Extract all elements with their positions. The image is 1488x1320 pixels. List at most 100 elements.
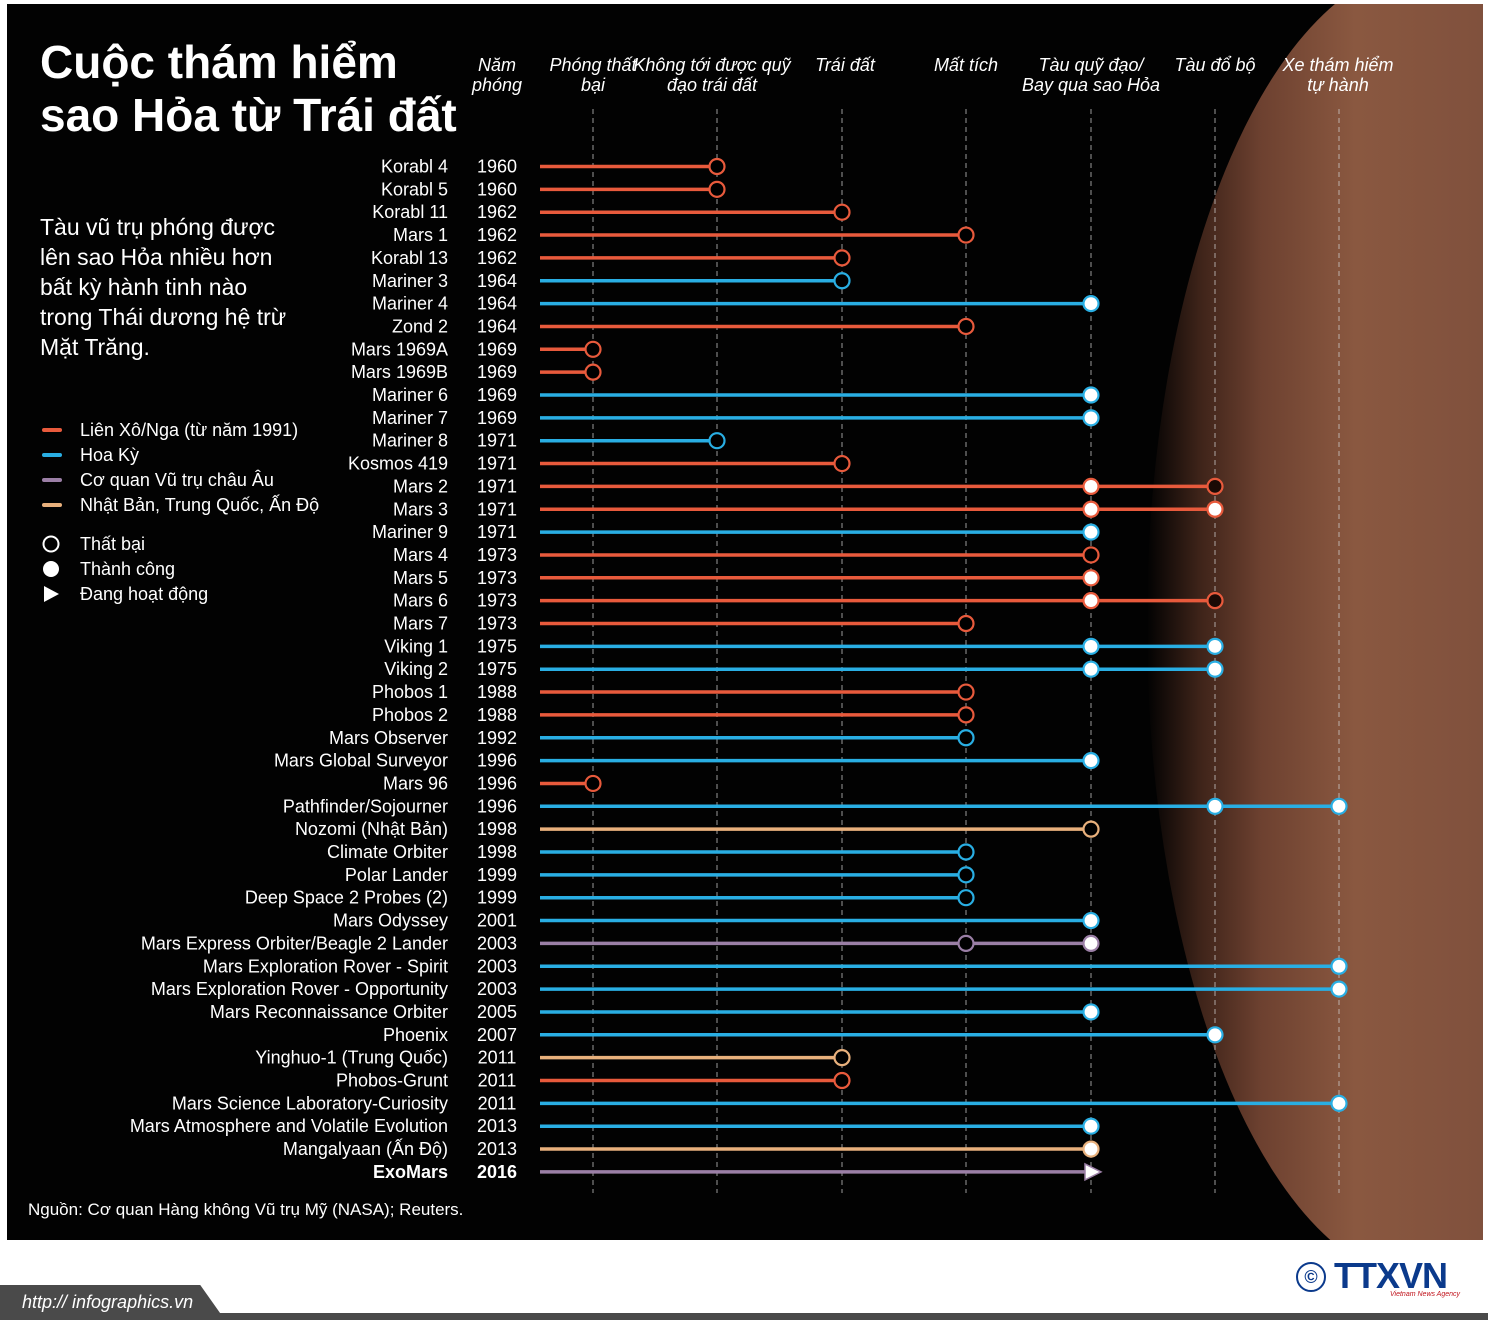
mission-year-mars-1: 1962 <box>477 225 517 245</box>
mission-name-mars-1: Mars 1 <box>393 225 448 245</box>
legend-label-usa: Hoa Kỳ <box>80 445 140 465</box>
mission-year-nozomi-nh-t-b-n: 1998 <box>477 819 517 839</box>
legend-swatch-usa <box>42 453 62 457</box>
mission-year-climate-orbiter: 1998 <box>477 842 517 862</box>
mission-name-mars-exploration-rover-opportunity: Mars Exploration Rover - Opportunity <box>151 979 448 999</box>
mission-year-mars-3: 1971 <box>477 499 517 519</box>
mission-year-mars-7: 1973 <box>477 614 517 634</box>
mission-name-mars-6: Mars 6 <box>393 591 448 611</box>
marker-mars-1969a-stage-1 <box>584 340 602 358</box>
marker-mars-1-stage-4 <box>957 226 975 244</box>
mission-name-deep-space-2-probes-2: Deep Space 2 Probes (2) <box>245 888 448 908</box>
header-stage-6: Tàu đổ bộ <box>1174 55 1255 75</box>
mission-name-korabl-11: Korabl 11 <box>372 202 448 222</box>
mission-year-korabl-11: 1962 <box>477 202 517 222</box>
header-stage-1: bại <box>581 75 606 95</box>
marker-viking-1-stage-5 <box>1082 637 1100 655</box>
marker-mars-96-stage-1 <box>584 774 602 793</box>
marker-kosmos-419-stage-3 <box>833 454 851 473</box>
mission-name-mariner-6: Mariner 6 <box>372 385 448 405</box>
marker-yinghuo-1-trung-qu-c-stage-3 <box>833 1049 851 1067</box>
marker-mars-observer-stage-4 <box>957 729 975 747</box>
mission-year-mars-4: 1973 <box>477 545 517 565</box>
marker-viking-1-stage-6 <box>1206 637 1224 655</box>
marker-mars-2-stage-6 <box>1206 477 1224 495</box>
mission-name-phoenix: Phoenix <box>383 1025 448 1045</box>
mission-year-exomars: 2016 <box>477 1162 517 1182</box>
mission-year-mars-exploration-rover-opportunity: 2003 <box>477 979 517 999</box>
mission-year-yinghuo-1-trung-qu-c: 2011 <box>478 1048 517 1068</box>
mission-year-mars-express-orbiter-beagle-2-lander: 2003 <box>477 933 517 953</box>
marker-mars-3-stage-6 <box>1206 500 1224 518</box>
header-stage-2: Không tới được quỹ <box>633 55 791 75</box>
marker-mariner-9-stage-5 <box>1082 523 1100 541</box>
legend-label-asia: Nhật Bản, Trung Quốc, Ấn Độ <box>80 495 320 515</box>
mission-year-korabl-5: 1960 <box>477 179 517 199</box>
mission-year-mars-6: 1973 <box>477 591 517 611</box>
marker-nozomi-nh-t-b-n-stage-5 <box>1082 820 1100 838</box>
marker-mars-reconnaissance-orbiter-stage-5 <box>1082 1003 1100 1021</box>
mission-name-exomars: ExoMars <box>373 1162 448 1182</box>
mission-year-mariner-8: 1971 <box>477 431 517 451</box>
marker-phobos-1-stage-4 <box>957 683 975 701</box>
marker-pathfinder-sojourner-stage-6 <box>1206 797 1224 815</box>
marker-polar-lander-stage-4 <box>957 866 975 884</box>
mission-name-mars-2: Mars 2 <box>393 476 448 496</box>
source-note: Nguồn: Cơ quan Hàng không Vũ trụ Mỹ (NAS… <box>28 1200 464 1219</box>
mission-name-yinghuo-1-trung-qu-c: Yinghuo-1 (Trung Quốc) <box>255 1048 448 1068</box>
mission-name-mars-96: Mars 96 <box>383 773 448 793</box>
mission-year-zond-2: 1964 <box>477 316 517 336</box>
site-url-link[interactable]: http:// infographics.vn <box>22 1292 194 1312</box>
header-stage-1: Phóng thất <box>549 55 637 75</box>
marker-mars-5-stage-5 <box>1082 569 1100 587</box>
fail-circle-icon <box>42 535 60 553</box>
page-subtitle: Tàu vũ trụ phóng được lên sao Hỏa nhiều … <box>40 214 287 360</box>
marker-korabl-4-stage-2 <box>708 157 726 176</box>
mission-year-mars-exploration-rover-spirit: 2003 <box>477 956 517 976</box>
mission-name-nozomi-nh-t-b-n: Nozomi (Nhật Bản) <box>295 819 448 839</box>
marker-mangalyaan-n-stage-5 <box>1082 1140 1100 1158</box>
marker-mars-6-stage-6 <box>1206 592 1224 610</box>
marker-mariner-6-stage-5 <box>1082 386 1100 404</box>
mission-name-mars-7: Mars 7 <box>393 614 448 634</box>
mission-name-mariner-4: Mariner 4 <box>372 294 448 314</box>
marker-phobos-grunt-stage-3 <box>833 1071 851 1090</box>
mission-year-kosmos-419: 1971 <box>477 454 517 474</box>
mission-name-mangalyaan-n: Mangalyaan (Ấn Độ) <box>283 1138 448 1159</box>
marker-mariner-3-stage-3 <box>833 272 851 290</box>
marker-mars-express-orbiter-beagle-2-lander-stage-4 <box>957 934 975 953</box>
mission-year-phoenix: 2007 <box>477 1025 517 1045</box>
success-circle-icon <box>43 561 59 577</box>
marker-mars-3-stage-5 <box>1082 500 1100 518</box>
mission-year-mars-global-surveyor: 1996 <box>477 751 517 771</box>
mission-year-korabl-13: 1962 <box>477 248 517 268</box>
mission-name-mars-science-laboratory-curiosity: Mars Science Laboratory-Curiosity <box>172 1093 448 1113</box>
header-stage-7: Xe thám hiểm <box>1281 55 1393 75</box>
mission-name-mars-reconnaissance-orbiter: Mars Reconnaissance Orbiter <box>210 1002 448 1022</box>
mission-name-mars-5: Mars 5 <box>393 568 448 588</box>
mission-name-phobos-1: Phobos 1 <box>372 682 448 702</box>
marker-phobos-2-stage-4 <box>957 706 975 724</box>
header-stage-4: Mất tích <box>934 55 998 75</box>
marker-pathfinder-sojourner-stage-7 <box>1330 797 1348 815</box>
marker-exomars-stage-5 <box>1084 1162 1103 1182</box>
mission-year-phobos-1: 1988 <box>477 682 517 702</box>
mission-year-mars-science-laboratory-curiosity: 2011 <box>478 1093 517 1113</box>
ttxvn-logo: © TTXVN Vietnam News Agency <box>1296 1258 1466 1300</box>
mission-name-polar-lander: Polar Lander <box>345 865 448 885</box>
mission-year-mars-odyssey: 2001 <box>477 911 517 931</box>
marker-mariner-4-stage-5 <box>1082 295 1100 313</box>
legend-swatch-esa <box>42 478 62 482</box>
header-stage-7: tự hành <box>1307 75 1368 95</box>
header-stage-2: đạo trái đất <box>667 75 758 95</box>
marker-mars-global-surveyor-stage-5 <box>1082 751 1100 770</box>
mission-name-korabl-4: Korabl 4 <box>381 157 448 177</box>
mission-name-mariner-3: Mariner 3 <box>372 271 448 291</box>
marker-mars-4-stage-5 <box>1082 546 1100 564</box>
marker-viking-2-stage-6 <box>1206 660 1224 678</box>
mission-year-mangalyaan-n: 2013 <box>477 1139 517 1159</box>
page-title: Cuộc thám hiểm sao Hỏa từ Trái đất <box>40 36 457 141</box>
marker-mars-express-orbiter-beagle-2-lander-stage-5 <box>1082 934 1100 953</box>
mission-year-phobos-grunt: 2011 <box>478 1071 517 1091</box>
agency-wordmark: TTXVN <box>1334 1255 1448 1296</box>
